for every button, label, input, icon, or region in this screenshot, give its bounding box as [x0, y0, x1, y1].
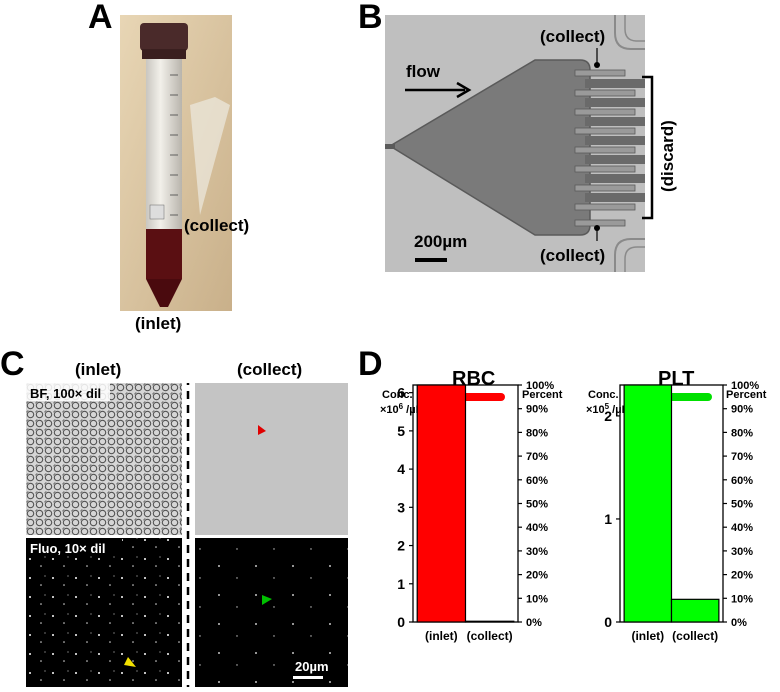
rbc-right-tick-label: 80% [526, 427, 548, 439]
rbc-left-tick-label: 2 [397, 538, 405, 554]
plt-left-axis-label-1: Conc. [588, 389, 619, 401]
plt-right-axis-label: Percent [726, 389, 767, 401]
panel-c-letter: C [0, 345, 25, 383]
plt-right-tick-label: 80% [731, 427, 753, 439]
rbc-right-tick-label: 90% [526, 404, 548, 416]
plt-right-tick-label: 0% [731, 617, 747, 629]
panel-b-collect-top: (collect) [540, 27, 606, 46]
plt-right-tick-label: 10% [731, 593, 753, 605]
rbc-left-tick-label: 3 [397, 499, 405, 515]
plt-category-label: (collect) [672, 629, 718, 643]
microfluidic-device-image [385, 15, 645, 272]
panel-b-discard-label: (discard) [658, 120, 677, 192]
plt-bar-1 [670, 598, 720, 623]
rbc-right-tick-label: 60% [526, 475, 548, 487]
rbc-right-tick-label: 30% [526, 546, 548, 558]
panel-a-letter: A [88, 0, 113, 36]
plt-right-tick-label: 60% [731, 475, 753, 487]
panel-a-inlet-label: (inlet) [135, 314, 182, 333]
rbc-right-axis-label: Percent [522, 389, 563, 401]
rbc-right-tick-label: 0% [526, 617, 542, 629]
panel-c-fluo-label: Fluo, 10× dil [30, 541, 106, 556]
panel-b-flow-label: flow [406, 62, 440, 81]
plt-right-tick-label: 20% [731, 570, 753, 582]
rbc-left-axis-label-1: Conc. [382, 389, 413, 401]
rbc-right-tick-label: 70% [526, 451, 548, 463]
rbc-category-label: (inlet) [425, 629, 458, 643]
rbc-left-tick-label: 4 [397, 461, 405, 477]
panel-b-scale-label: 200µm [414, 232, 468, 251]
rbc-left-axis-label-2: ×106 /µL [380, 402, 423, 416]
plt-bar-0 [623, 384, 673, 623]
rbc-left-tick-label: 5 [397, 423, 405, 439]
rbc-bar-0 [416, 384, 467, 623]
plt-left-tick-label: 2 [604, 408, 612, 424]
plt-right-tick-label: 50% [731, 499, 753, 511]
rbc-left-tick-label: 0 [397, 614, 405, 630]
panel-b-letter: B [358, 0, 383, 36]
rbc-right-tick-label: 50% [526, 499, 548, 511]
tube-photo [120, 15, 232, 311]
plt-right-tick-label: 90% [731, 404, 753, 416]
rbc-category-label: (collect) [467, 629, 513, 643]
plt-left-tick-label: 0 [604, 614, 612, 630]
panel-c-scale-label: 20µm [295, 659, 329, 674]
panel-b-collect-bottom: (collect) [540, 246, 606, 265]
rbc-plot-area: 01234560%10%20%30%40%50%60%70%80%90%100%… [397, 380, 554, 643]
rbc-chart: RBC Conc. ×106 /µL Percent 01234560%10%2… [380, 368, 563, 643]
rbc-bar-1 [464, 620, 515, 623]
plt-right-tick-label: 30% [731, 546, 753, 558]
plt-right-tick-label: 100% [731, 380, 759, 392]
rbc-right-tick-label: 40% [526, 522, 548, 534]
rbc-left-tick-label: 6 [397, 385, 405, 401]
rbc-left-tick-label: 1 [397, 576, 405, 592]
plt-plot-area: 0120%10%20%30%40%50%60%70%80%90%100%(inl… [604, 380, 759, 643]
plt-left-tick-label: 1 [604, 511, 612, 527]
discard-bracket [642, 75, 654, 220]
plt-category-label: (inlet) [631, 629, 664, 643]
plt-right-tick-label: 70% [731, 451, 753, 463]
panel-c-collect-header: (collect) [237, 360, 303, 379]
panel-d-letter: D [358, 345, 383, 383]
rbc-right-tick-label: 100% [526, 380, 554, 392]
plt-right-tick-label: 40% [731, 522, 753, 534]
plt-chart: PLT Conc. ×105 /µL Percent 0120%10%20%30… [586, 368, 767, 643]
panel-a-collect-label: (collect) [184, 216, 250, 235]
rbc-right-tick-label: 20% [526, 570, 548, 582]
panel-c-bf-label: BF, 100× dil [30, 386, 102, 401]
micrograph-grid [26, 383, 348, 687]
panel-c-inlet-header: (inlet) [75, 360, 122, 379]
rbc-right-tick-label: 10% [526, 593, 548, 605]
